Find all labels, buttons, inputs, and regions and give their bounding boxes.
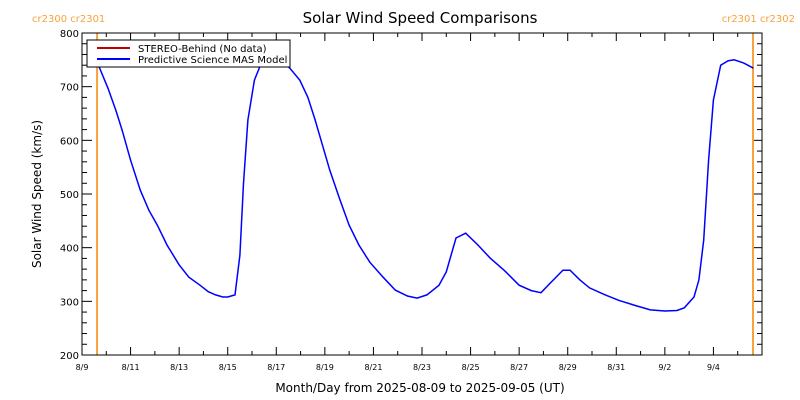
y-tick-label: 200	[60, 351, 79, 362]
chart-title: Solar Wind Speed Comparisons	[303, 9, 538, 27]
data-point	[465, 232, 467, 234]
legend-box	[86, 39, 291, 68]
data-point	[314, 119, 316, 121]
data-point	[618, 299, 620, 301]
x-tick-label: 9/4	[707, 363, 720, 372]
y-tick-label: 700	[60, 83, 79, 94]
data-point	[664, 310, 666, 312]
y-tick-label: 600	[60, 136, 79, 147]
data-point	[234, 294, 236, 296]
y-tick-label: 800	[60, 29, 79, 40]
x-tick-label: 8/31	[607, 363, 625, 372]
data-point	[676, 309, 678, 312]
data-point	[426, 294, 428, 296]
data-point	[199, 284, 201, 286]
y-tick-label: 400	[60, 244, 79, 255]
data-point	[307, 96, 309, 98]
data-point	[129, 159, 132, 161]
data-point	[156, 224, 158, 226]
x-tick-label: 8/19	[316, 363, 334, 372]
data-point	[299, 79, 301, 81]
data-point	[752, 67, 754, 69]
carrington-marker-label: cr2301 cr2302	[722, 14, 795, 25]
data-point	[588, 287, 591, 289]
x-tick-label: 8/27	[510, 363, 528, 372]
data-point	[115, 110, 117, 112]
x-tick-label: 8/29	[559, 363, 577, 372]
carrington-marker-label: cr2300 cr2301	[32, 14, 105, 25]
series-line-mas-model	[96, 59, 754, 312]
data-point	[394, 289, 396, 291]
data-point	[649, 309, 651, 311]
data-point	[477, 244, 479, 246]
x-axis-label: Month/Day from 2025-08-09 to 2025-09-05 …	[275, 381, 564, 395]
data-point	[603, 293, 605, 295]
data-point	[489, 257, 491, 259]
legend-label-mas: Predictive Science MAS Model	[138, 55, 287, 66]
data-point	[416, 297, 418, 299]
data-point	[214, 294, 217, 296]
y-tick-label: 500	[60, 190, 79, 201]
x-tick-label: 8/9	[76, 363, 89, 372]
data-point	[733, 59, 735, 61]
data-point	[148, 209, 150, 211]
data-point	[635, 305, 637, 307]
data-point	[550, 281, 552, 284]
data-point	[289, 67, 291, 69]
data-point	[698, 279, 700, 281]
data-point	[720, 64, 722, 66]
data-point	[743, 62, 745, 64]
data-point	[253, 79, 256, 81]
data-point	[703, 239, 705, 241]
x-tick-label: 8/21	[364, 363, 382, 372]
data-point	[693, 296, 695, 298]
data-point	[329, 169, 331, 171]
data-point	[188, 276, 190, 278]
data-point	[438, 284, 440, 286]
data-point	[530, 290, 532, 292]
data-point	[369, 261, 371, 263]
x-tick-label: 8/13	[170, 363, 188, 372]
data-point	[712, 99, 715, 101]
data-point	[121, 129, 123, 131]
data-point	[242, 182, 245, 184]
x-tick-label: 8/25	[462, 363, 480, 372]
legend: STEREO-Behind (No data) Predictive Scien…	[86, 39, 291, 68]
x-tick-label: 9/2	[658, 363, 671, 372]
data-point	[139, 189, 141, 191]
data-point	[178, 264, 180, 266]
x-tick-label: 8/23	[413, 363, 431, 372]
data-point	[727, 60, 729, 62]
data-point	[540, 292, 542, 294]
y-axis-label: Solar Wind Speed (km/s)	[30, 120, 44, 268]
plot-frame	[81, 32, 763, 356]
data-point	[348, 224, 350, 226]
data-point	[247, 119, 249, 121]
data-point	[445, 271, 447, 273]
data-point	[455, 237, 457, 239]
data-point	[207, 291, 209, 293]
data-point	[239, 254, 241, 256]
data-point	[503, 270, 506, 272]
data-point	[406, 295, 409, 297]
data-point	[562, 269, 564, 271]
data-point	[166, 244, 168, 246]
y-tick-label: 300	[60, 297, 79, 308]
x-tick-label: 8/15	[219, 363, 237, 372]
data-point	[358, 244, 360, 246]
data-point	[227, 296, 229, 298]
data-point	[569, 269, 571, 271]
data-point	[707, 159, 710, 161]
x-tick-label: 8/17	[267, 363, 285, 372]
data-point	[107, 87, 109, 89]
legend-label-stereo: STEREO-Behind (No data)	[138, 44, 267, 55]
data-point	[683, 307, 685, 309]
data-point	[518, 284, 520, 286]
data-point	[222, 296, 224, 298]
data-point	[579, 279, 581, 281]
x-tick-label: 8/11	[122, 363, 140, 372]
data-point	[338, 197, 341, 199]
data-point	[382, 276, 384, 278]
